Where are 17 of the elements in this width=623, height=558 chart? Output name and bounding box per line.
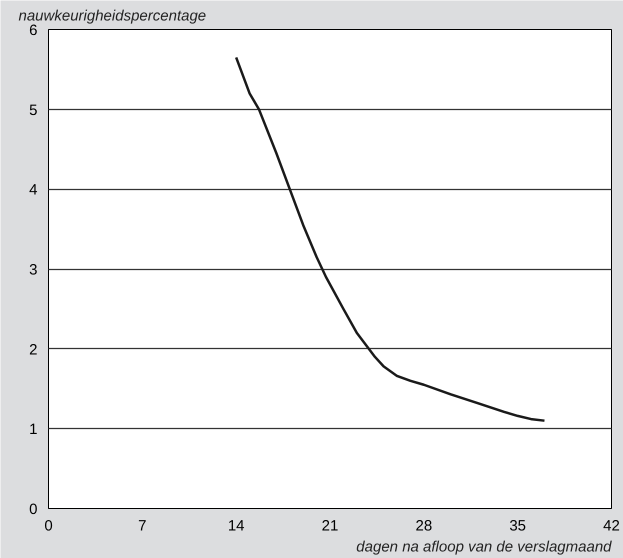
x-tick-label: 14	[228, 518, 245, 534]
y-tick-label: 4	[29, 182, 38, 199]
x-tick-label: 28	[415, 518, 432, 534]
x-tick-label: 0	[44, 518, 53, 534]
y-tick-label: 0	[29, 501, 38, 518]
y-tick-label: 5	[29, 102, 38, 119]
x-tick-label: 42	[603, 518, 620, 534]
y-tick-label: 2	[29, 341, 38, 358]
y-axis-title: nauwkeurigheidspercentage	[18, 8, 206, 24]
y-tick-label: 6	[29, 22, 38, 39]
x-tick-label: 21	[322, 518, 338, 534]
line-series	[234, 56, 546, 422]
x-tick-label: 7	[138, 518, 147, 534]
y-tick-label: 1	[29, 421, 38, 438]
y-tick-label: 3	[29, 262, 38, 278]
x-tick-label: 35	[509, 518, 526, 534]
x-axis-title: dagen na afloop van de verslagmaand	[356, 538, 612, 556]
